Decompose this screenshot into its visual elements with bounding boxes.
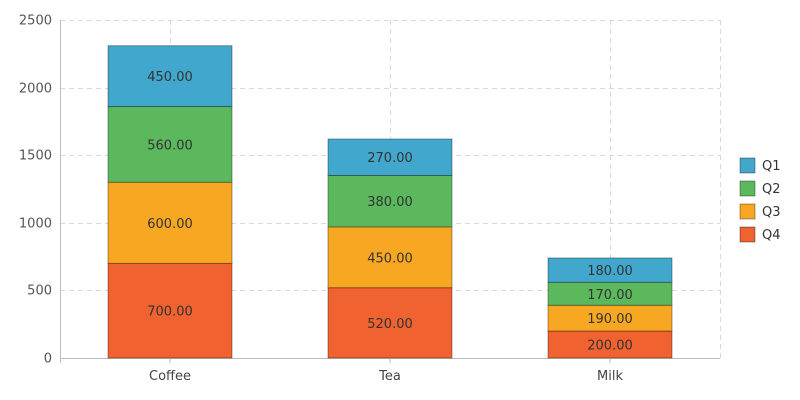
bar-segment: [327, 138, 453, 176]
bar-segment: [547, 257, 673, 283]
legend-swatch: [739, 226, 756, 243]
axes: 0 500 1000 1500 2000 2500 Coffee Tea Milk: [19, 14, 720, 384]
y-tick-label: 0: [44, 352, 52, 367]
bar-segment: [327, 174, 453, 228]
bar-segment: [327, 226, 453, 289]
y-tick-label: 1000: [19, 217, 52, 232]
data-labels: 700.00 600.00 560.00 450.00 520.00 450.00 380.…: [147, 70, 633, 353]
y-tick-label: 2000: [19, 82, 52, 97]
data-label: 190.00: [587, 312, 633, 327]
data-label: 170.00: [587, 288, 633, 303]
data-label: 180.00: [587, 264, 633, 279]
bar-segment: [107, 181, 233, 264]
legend: Q1 Q2 Q3 Q4: [739, 157, 781, 243]
data-label: 200.00: [587, 338, 633, 353]
data-label: 560.00: [147, 138, 193, 153]
data-label: 520.00: [367, 317, 413, 332]
data-label: 600.00: [147, 217, 193, 232]
legend-label: Q2: [762, 182, 781, 197]
legend-label: Q3: [762, 205, 781, 220]
y-tick-label: 1500: [19, 149, 52, 164]
data-label: 380.00: [367, 195, 413, 210]
x-tick-label: Milk: [597, 369, 623, 384]
bar-segment: [547, 304, 673, 332]
y-tick-label: 2500: [19, 14, 52, 29]
bar-segment: [327, 287, 453, 359]
legend-swatch: [739, 180, 756, 197]
legend-swatch: [739, 203, 756, 220]
bar-segment: [107, 45, 233, 108]
bar-segment: [107, 106, 233, 183]
bar-segment: [107, 262, 233, 359]
bars: [107, 45, 673, 359]
data-label: 450.00: [147, 70, 193, 85]
x-tick-label: Coffee: [149, 369, 191, 384]
legend-label: Q4: [762, 228, 781, 243]
x-tick-label: Tea: [378, 369, 401, 384]
legend-swatch: [739, 157, 756, 174]
data-label: 700.00: [147, 305, 193, 320]
y-tick-label: 500: [27, 284, 52, 299]
data-label: 450.00: [367, 251, 413, 266]
data-label: 270.00: [367, 151, 413, 166]
legend-label: Q1: [762, 159, 781, 174]
